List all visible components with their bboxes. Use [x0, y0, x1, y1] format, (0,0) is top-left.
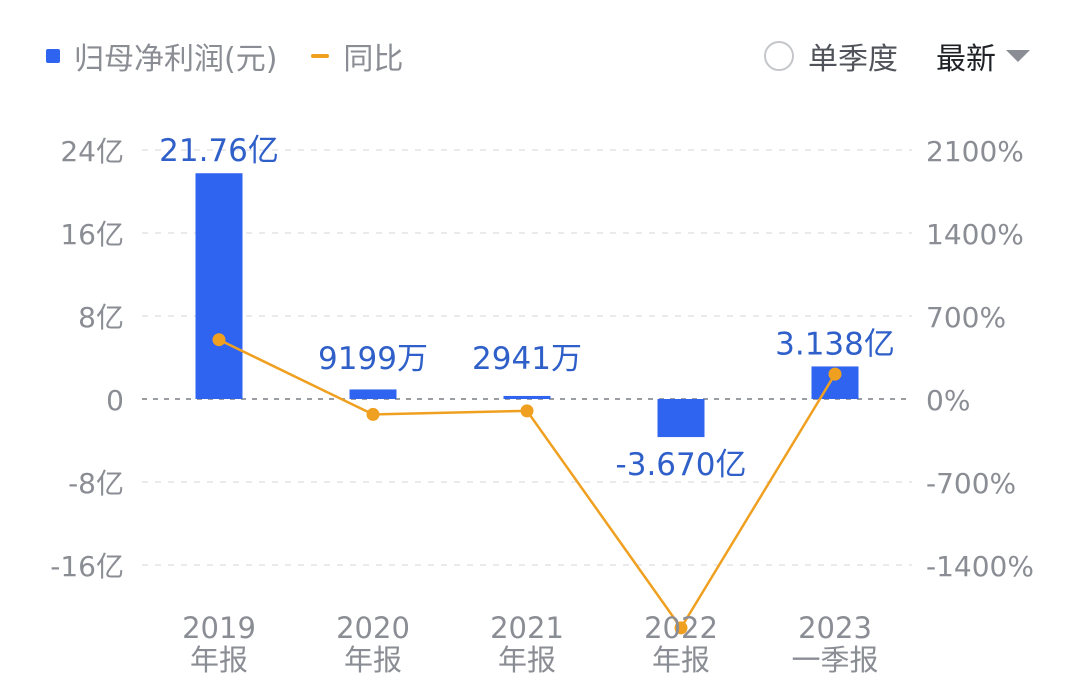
- yoy-point[interactable]: [212, 333, 226, 347]
- legend-net-profit-label: 归母净利润(元): [74, 42, 278, 77]
- single-quarter-radio-icon[interactable]: [764, 41, 794, 71]
- right-tick-label: 0%: [926, 384, 970, 417]
- single-quarter-label[interactable]: 单季度: [808, 42, 898, 77]
- profit-bar[interactable]: [657, 399, 705, 438]
- right-tick-label: 700%: [926, 301, 1006, 334]
- latest-dropdown-label[interactable]: 最新: [936, 42, 996, 77]
- axis-layer: 24亿 16亿 8亿 0 -8亿 -16亿 2100% 1400% 700% 0% -700% -14…: [50, 135, 1034, 677]
- line-layer: [212, 333, 842, 635]
- yoy-point[interactable]: [674, 621, 688, 635]
- left-tick-label: 0: [106, 384, 124, 417]
- legend-bar-swatch-icon: [46, 49, 60, 63]
- left-tick-label: 16亿: [60, 218, 124, 251]
- x-tick-label: 2019 年报: [182, 611, 256, 677]
- legend-yoy-label: 同比: [343, 42, 404, 77]
- legend-item-yoy[interactable]: 同比: [311, 34, 403, 78]
- chart-legend: 归母净利润(元) 同比: [46, 34, 437, 78]
- right-tick-label: -1400%: [926, 550, 1034, 583]
- yoy-line: [218, 338, 837, 631]
- left-tick-label: -8亿: [68, 467, 124, 500]
- profit-bar[interactable]: [349, 389, 397, 399]
- right-tick-label: 1400%: [926, 218, 1024, 251]
- yoy-point[interactable]: [520, 404, 534, 418]
- x-tick-label: 2021 年报: [490, 611, 564, 677]
- left-tick-label: -16亿: [50, 550, 124, 583]
- bar-value-label: 2941万: [472, 341, 582, 377]
- left-tick-label: 24亿: [60, 135, 124, 168]
- right-tick-label: 2100%: [926, 135, 1024, 168]
- bar-layer: [195, 173, 859, 438]
- bar-value-label: 3.138亿: [775, 326, 895, 362]
- profit-bar[interactable]: [195, 173, 243, 399]
- left-tick-label: 8亿: [78, 301, 124, 334]
- x-tick-label: 2023 一季报: [791, 611, 878, 677]
- yoy-point[interactable]: [366, 407, 380, 421]
- right-tick-label: -700%: [926, 467, 1016, 500]
- legend-line-swatch-icon: [311, 54, 330, 58]
- profit-bar[interactable]: [503, 395, 551, 399]
- caret-down-icon[interactable]: [1006, 50, 1030, 62]
- legend-item-net-profit[interactable]: 归母净利润(元): [46, 34, 277, 78]
- x-tick-label: 2022 年报: [644, 611, 718, 677]
- chart-controls: 单季度 最新: [764, 34, 1030, 78]
- label-layer: 21.76亿 9199万 2941万 -3.670亿 3.138亿: [159, 133, 895, 483]
- x-tick-label: 2020 年报: [336, 611, 410, 677]
- bar-value-label: 21.76亿: [159, 133, 279, 169]
- bar-value-label: -3.670亿: [616, 447, 747, 483]
- bar-value-label: 9199万: [318, 341, 428, 377]
- yoy-point[interactable]: [828, 367, 842, 381]
